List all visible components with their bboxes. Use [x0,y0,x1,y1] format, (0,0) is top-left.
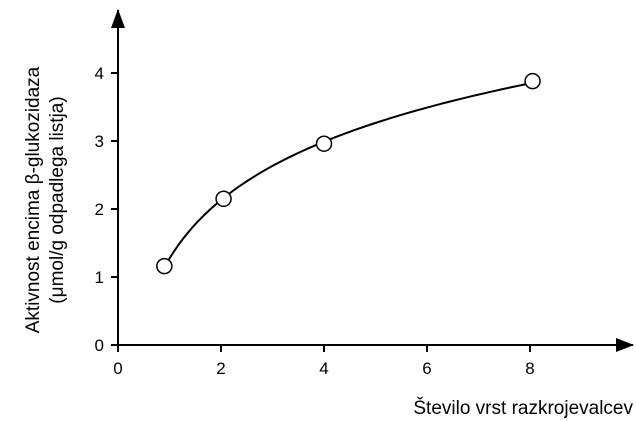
x-axis-arrow [616,338,634,352]
data-points [156,72,541,275]
y-tick-label: 4 [95,64,104,83]
x-tick-label: 8 [525,359,534,378]
x-tick-label: 4 [319,359,328,378]
fit-curve [163,81,533,268]
y-axis-title-line2: (μmol/g odpadlega listja) [47,96,68,303]
y-axis-arrow [111,9,125,28]
y-ticks: 0 1 2 3 4 [95,64,118,355]
y-axis-title-line1: Aktivnost encima β-glukozidaza [23,66,44,333]
y-tick-label: 1 [95,268,104,287]
x-tick-label: 6 [422,359,431,378]
x-axis-title: Število vrst razkrojevalcev [413,397,633,419]
y-tick-label: 2 [95,200,104,219]
data-point [156,257,173,275]
data-point [524,72,541,90]
y-tick-label: 3 [95,132,104,151]
data-point [315,135,333,152]
x-tick-label: 0 [113,359,122,378]
y-tick-label: 0 [95,336,104,355]
x-tick-label: 2 [216,359,225,378]
x-ticks: 0 2 4 6 8 [113,345,535,378]
data-point [215,190,232,208]
